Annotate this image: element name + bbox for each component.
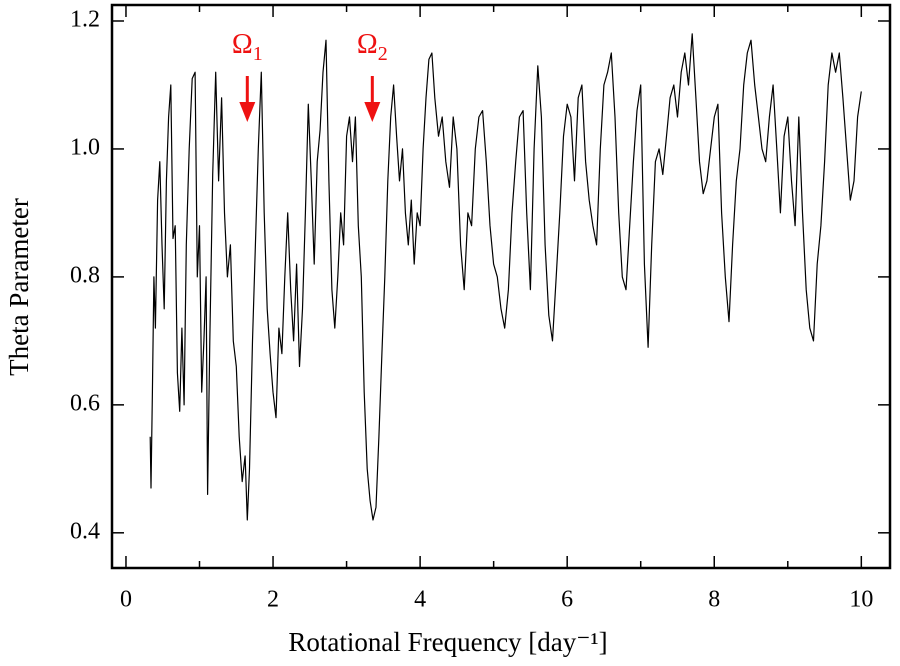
x-tick-label: 10 xyxy=(849,587,873,613)
x-axis-label: Rotational Frequency [day⁻¹] xyxy=(288,627,607,657)
annotation-subscript: 2 xyxy=(378,43,388,65)
annotation-symbol: Ω xyxy=(357,29,378,60)
data-line xyxy=(149,33,862,521)
y-tick-label: 0.6 xyxy=(70,390,100,416)
annotation-symbol: Ω xyxy=(232,29,253,60)
y-tick-label: 0.4 xyxy=(70,518,100,544)
annotation-label: Ω1 xyxy=(232,29,263,64)
x-tick-label: 6 xyxy=(561,587,573,613)
y-tick-label: 1.2 xyxy=(70,6,100,32)
y-tick-label: 1.0 xyxy=(70,134,100,160)
x-tick-label: 0 xyxy=(120,587,132,613)
annotation-subscript: 1 xyxy=(253,43,263,65)
x-tick-label: 4 xyxy=(414,587,426,613)
annotation-arrow-head xyxy=(364,102,381,122)
annotation-arrow-head xyxy=(239,102,256,122)
y-axis-label: Theta Parameter xyxy=(4,198,34,376)
annotation-label: Ω2 xyxy=(357,29,388,64)
x-tick-label: 8 xyxy=(708,587,720,613)
plot-frame xyxy=(110,3,892,570)
x-tick-label: 2 xyxy=(267,587,279,613)
y-tick-label: 0.8 xyxy=(70,262,100,288)
